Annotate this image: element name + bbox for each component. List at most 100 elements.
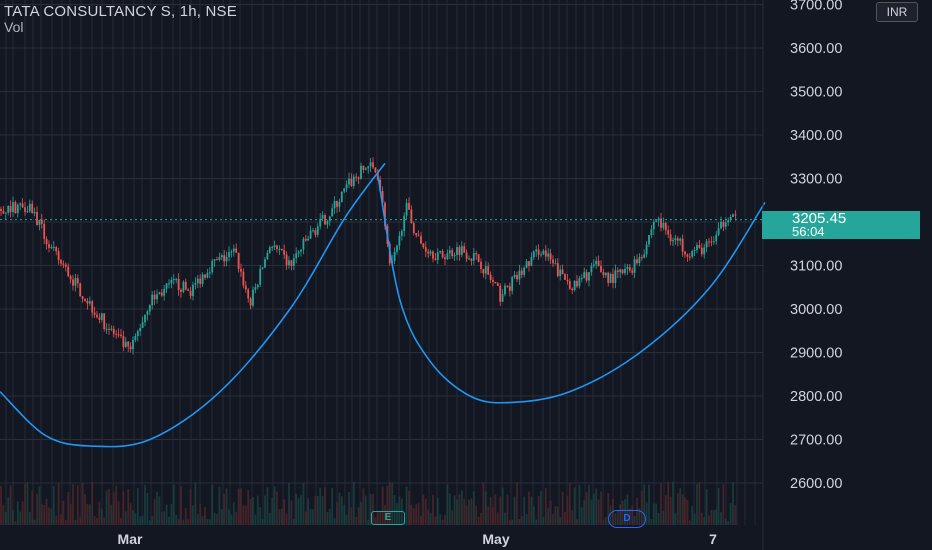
volume-indicator-label[interactable]: Vol <box>4 19 24 35</box>
volume-bar <box>163 511 166 525</box>
volume-bar <box>256 495 259 525</box>
candle-body <box>456 247 458 256</box>
volume-bar <box>326 512 329 525</box>
candle-body <box>146 311 149 315</box>
candle-body <box>499 285 502 302</box>
volume-bar <box>211 484 214 525</box>
candle-body <box>175 278 178 280</box>
volume-bar <box>648 484 650 525</box>
candle-body <box>643 254 646 258</box>
curve-arc1[interactable] <box>0 162 386 448</box>
volume-bar <box>391 482 394 525</box>
candle-body <box>249 298 252 306</box>
volume-bar <box>468 499 470 525</box>
volume-bar <box>141 515 144 525</box>
candle-body <box>266 252 269 260</box>
candle-body <box>708 241 710 243</box>
volume-bar <box>273 486 276 525</box>
candle-body <box>717 228 720 235</box>
candle-body <box>64 264 67 267</box>
candle-body <box>684 251 686 255</box>
candle-body <box>657 218 660 221</box>
volume-bar <box>196 514 199 525</box>
volume-bar <box>264 495 266 525</box>
volume-bar <box>734 505 737 525</box>
volume-bar <box>566 495 569 525</box>
volume-bar <box>415 504 418 525</box>
volume-bar <box>525 514 528 525</box>
volume-bar <box>242 505 245 525</box>
candle-body <box>127 341 130 347</box>
volume-bar <box>328 508 331 525</box>
price-axis[interactable]: 2600.00 2700.00 2800.00 2900.00 3000.00 3100.… <box>790 0 842 492</box>
volume-bar <box>676 493 679 525</box>
candle-body <box>139 327 142 331</box>
candle-body <box>436 252 439 260</box>
volume-bar <box>535 519 538 525</box>
earnings-event-marker[interactable]: E <box>371 511 405 525</box>
volume-bar <box>117 501 120 525</box>
candle-body <box>513 274 516 278</box>
volume-bar <box>381 486 384 525</box>
candle-body <box>24 207 26 212</box>
volume-bar <box>331 487 334 525</box>
curve-arc2[interactable] <box>377 176 766 404</box>
candle-body <box>494 281 497 284</box>
volume-bar <box>372 493 374 525</box>
volume-bar <box>571 509 574 525</box>
volume-bar <box>84 494 86 525</box>
volume-bar <box>189 488 192 525</box>
candle-body <box>276 245 278 249</box>
candle-body <box>417 235 420 237</box>
candle-body <box>129 346 132 350</box>
candle-body <box>621 269 624 274</box>
candle-body <box>439 250 442 253</box>
candle-body <box>168 283 170 285</box>
volume-bar <box>549 500 552 525</box>
volume-bar <box>139 516 142 525</box>
volume-bar <box>45 498 48 525</box>
candle-body <box>148 305 151 312</box>
volume-bar <box>108 488 110 525</box>
candle-body <box>412 223 415 234</box>
volume-bar <box>362 488 365 525</box>
volume-bar <box>542 517 545 525</box>
candle-body <box>520 270 523 275</box>
volume-bar <box>607 493 610 525</box>
candle-body <box>184 281 187 290</box>
candle-body <box>69 276 72 280</box>
currency-badge[interactable]: INR <box>876 2 918 22</box>
candle-body <box>674 238 677 241</box>
volume-bar <box>48 507 50 525</box>
candle-body <box>405 202 408 216</box>
candle-body <box>624 268 626 274</box>
candle-body <box>705 241 708 248</box>
candle-body <box>688 256 691 258</box>
candle-body <box>681 238 684 252</box>
volume-bar <box>350 507 353 525</box>
volume-bar <box>304 511 307 525</box>
candle-body <box>45 238 48 245</box>
volume-bar <box>14 520 17 525</box>
candle-body <box>367 166 370 169</box>
volume-bar <box>688 520 691 525</box>
symbol-title[interactable]: TATA CONSULTANCY S, 1h, NSE <box>4 3 237 20</box>
candle-body <box>556 263 559 277</box>
volume-bar <box>208 519 211 525</box>
last-price-tag: 3205.45 56:04 <box>762 211 920 239</box>
candle-body <box>712 241 715 243</box>
volume-bar <box>504 512 506 525</box>
volume-bar <box>151 515 154 525</box>
dividend-event-marker[interactable]: D <box>608 510 646 528</box>
candle-body <box>350 178 353 186</box>
volume-bar <box>703 517 706 525</box>
volume-bar <box>40 504 43 525</box>
volume-bar <box>112 492 115 525</box>
candle-body <box>592 264 595 266</box>
volume-bar <box>184 508 187 525</box>
candle-body <box>4 212 7 214</box>
time-axis[interactable]: Mar May 7 <box>118 531 718 547</box>
volume-bar <box>681 494 684 525</box>
volume-bar <box>489 497 492 525</box>
